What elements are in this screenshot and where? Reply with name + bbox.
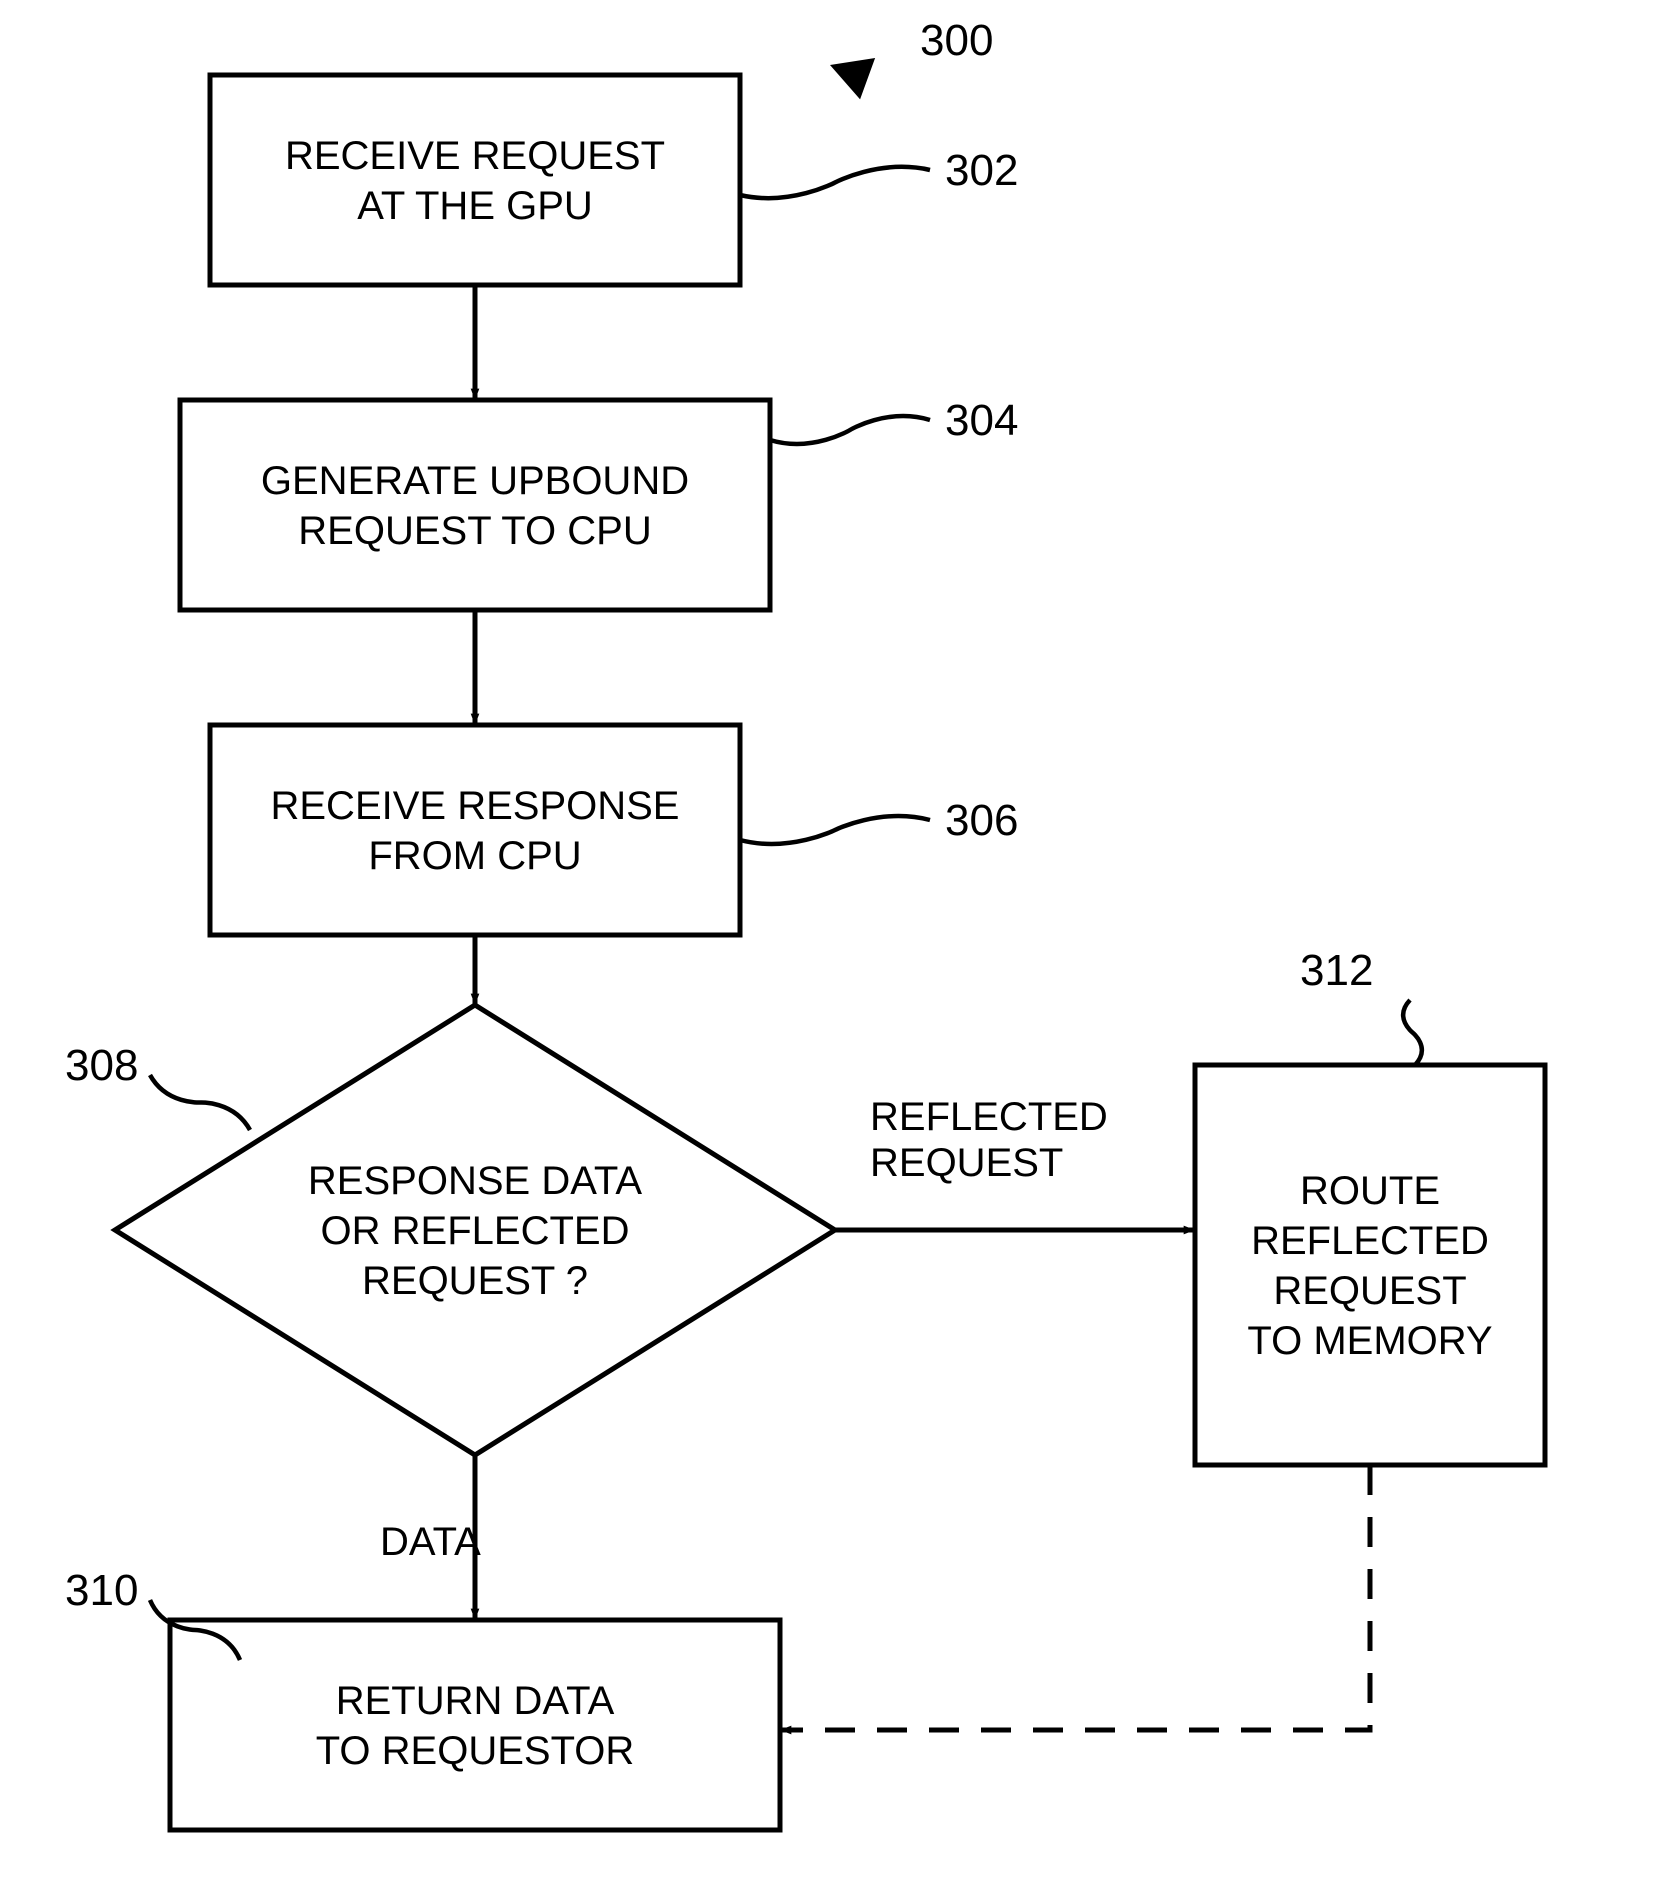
- edge: REFLECTEDREQUEST: [835, 1095, 1195, 1230]
- ref-number: 310: [65, 1566, 138, 1615]
- edge: DATA: [380, 1455, 481, 1620]
- node-text: REFLECTED: [1251, 1219, 1489, 1263]
- node-text: RESPONSE DATA: [308, 1159, 642, 1203]
- node-text: RETURN DATA: [336, 1679, 615, 1723]
- ref-label: 308: [65, 1041, 250, 1130]
- node-text: REQUEST ?: [362, 1259, 588, 1303]
- ref-number: 304: [945, 396, 1018, 445]
- node-text: ROUTE: [1300, 1169, 1440, 1213]
- ref-label: 304: [770, 396, 1018, 445]
- ref-label: 302: [740, 146, 1018, 198]
- node-text: REQUEST TO CPU: [298, 509, 651, 553]
- node-text: TO REQUESTOR: [316, 1729, 635, 1773]
- node-text: AT THE GPU: [357, 184, 593, 228]
- ref-number: 302: [945, 146, 1018, 195]
- node-text: GENERATE UPBOUND: [261, 459, 689, 503]
- flowchart-canvas: RECEIVE REQUEST AT THE GPU GENERATE UPBOUN…: [0, 0, 1660, 1885]
- node-text: REQUEST: [1273, 1269, 1466, 1313]
- ref-number: 300: [920, 16, 993, 65]
- node-text: RECEIVE REQUEST: [285, 134, 665, 178]
- node-text: OR REFLECTED: [321, 1209, 630, 1253]
- ref-label: 306: [740, 796, 1018, 845]
- edge-label: DATA: [380, 1520, 481, 1564]
- ref-label: 310: [65, 1566, 240, 1660]
- node-n308: RESPONSE DATA OR REFLECTED REQUEST ?: [115, 1005, 835, 1455]
- node-n302: RECEIVE REQUEST AT THE GPU: [210, 75, 740, 285]
- node-text: TO MEMORY: [1247, 1319, 1492, 1363]
- node-text: RECEIVE RESPONSE: [270, 784, 679, 828]
- node-n304: GENERATE UPBOUND REQUEST TO CPU: [180, 400, 770, 610]
- ref-label: 300: [830, 16, 993, 99]
- ref-number: 312: [1300, 946, 1373, 995]
- node-text: FROM CPU: [368, 834, 581, 878]
- ref-label: 312: [1300, 946, 1422, 1065]
- ref-number: 306: [945, 796, 1018, 845]
- node-n306: RECEIVE RESPONSE FROM CPU: [210, 725, 740, 935]
- edge: [780, 1465, 1370, 1730]
- edge-label: REFLECTED: [870, 1095, 1108, 1139]
- node-n312: ROUTE REFLECTED REQUEST TO MEMORY: [1195, 1065, 1545, 1465]
- node-n310: RETURN DATA TO REQUESTOR: [170, 1620, 780, 1830]
- ref-number: 308: [65, 1041, 138, 1090]
- edge-label: REQUEST: [870, 1141, 1063, 1185]
